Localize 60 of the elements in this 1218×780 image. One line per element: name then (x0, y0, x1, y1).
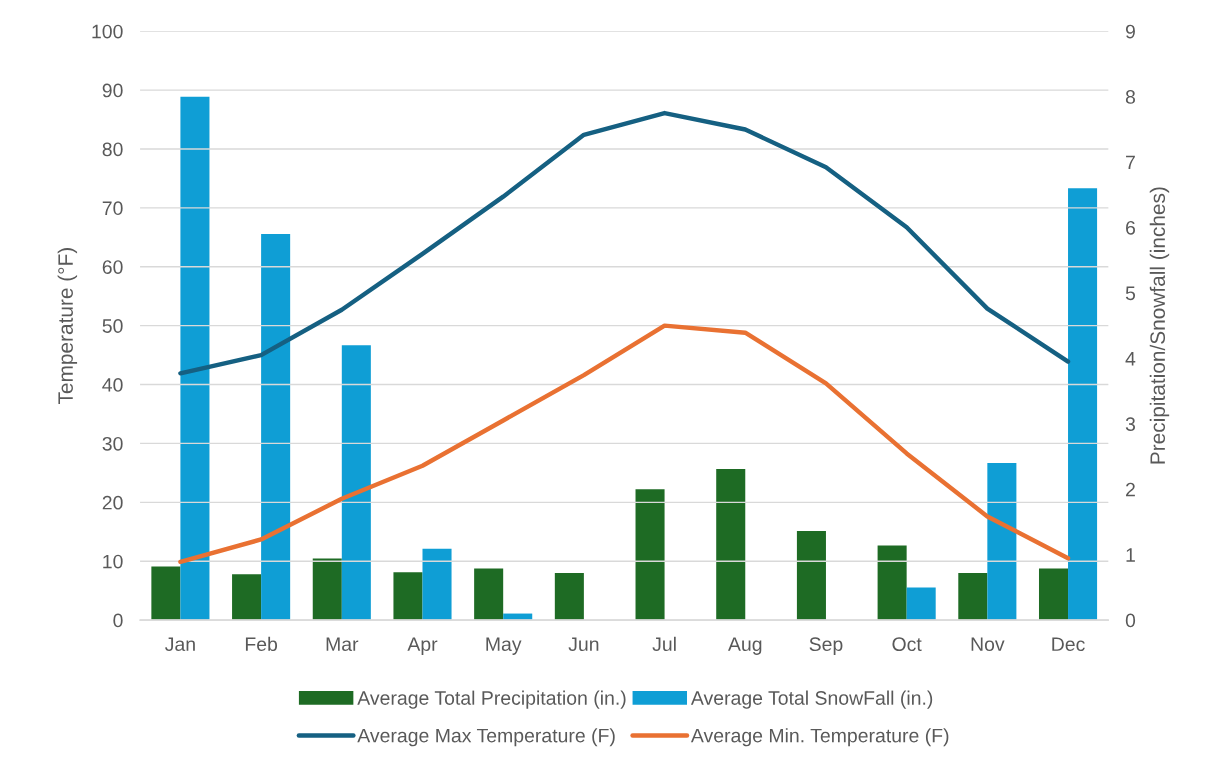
bar (232, 574, 262, 621)
x-tick-label: Mar (326, 637, 359, 652)
y-tick-label: 30 (102, 436, 123, 451)
bar (958, 572, 988, 621)
bar (341, 345, 371, 621)
bar (716, 468, 746, 621)
y2-axis-title: Precipitation/Snowfall (inches) (1149, 187, 1170, 464)
y-tick-label: 80 (102, 142, 123, 157)
bar (180, 96, 210, 621)
line-series (178, 323, 1071, 565)
bar (312, 558, 342, 621)
y-tick-label: 20 (102, 495, 123, 510)
x-tick-label: Sep (809, 637, 843, 655)
x-tick-label: Feb (245, 636, 278, 652)
bar (1038, 568, 1069, 621)
legend-label: Average Min. Temperature (F) (690, 728, 949, 747)
y-tick-label: 90 (102, 83, 123, 98)
legend-label: Average Max Temperature (F) (357, 728, 615, 747)
y2-tick-label: 1 (1126, 548, 1135, 562)
y2-tick-label: 2 (1126, 482, 1135, 497)
x-tick-label: Apr (407, 637, 438, 655)
line-series (178, 110, 1071, 376)
y2-tick-label: 3 (1125, 417, 1136, 432)
bar (796, 531, 826, 621)
bar (635, 489, 665, 621)
y-tick-label: 50 (102, 319, 123, 333)
bar (151, 566, 181, 621)
x-tick-label: Jul (652, 636, 676, 652)
y-tick-label: 0 (113, 613, 123, 628)
y-axis-title: Temperature (°F) (57, 248, 78, 405)
bar (393, 572, 423, 621)
x-tick-label: Aug (728, 637, 762, 655)
bar (554, 572, 584, 621)
y-tick-label: 40 (102, 378, 123, 392)
x-tick-label: Jan (165, 637, 195, 652)
x-tick-label: Dec (1052, 637, 1085, 652)
bar (906, 587, 936, 621)
y2-tick-label: 0 (1125, 613, 1136, 628)
y-tick-label: 70 (102, 201, 123, 216)
x-tick-label: Jun (568, 637, 599, 652)
y2-tick-label: 5 (1125, 286, 1136, 301)
y-tick-label: 60 (102, 260, 123, 274)
bar (261, 234, 291, 621)
y2-tick-label: 8 (1125, 90, 1136, 104)
bar (877, 545, 907, 621)
y2-tick-label: 7 (1126, 155, 1135, 170)
y2-tick-label: 4 (1125, 352, 1136, 366)
legend-label: Average Total SnowFall (in.) (690, 690, 933, 709)
y-tick-label: 100 (92, 24, 123, 39)
y2-tick-label: 9 (1125, 24, 1135, 39)
x-tick-label: May (486, 637, 522, 655)
x-tick-label: Oct (892, 637, 922, 652)
x-tick-label: Nov (971, 637, 1005, 652)
legend-label: Average Total Precipitation (in.) (357, 690, 626, 709)
y-tick-label: 10 (103, 554, 123, 569)
bar (987, 463, 1017, 621)
y2-tick-label: 6 (1126, 220, 1136, 235)
bar (422, 548, 452, 621)
bar (474, 568, 504, 621)
bar (1068, 188, 1098, 621)
